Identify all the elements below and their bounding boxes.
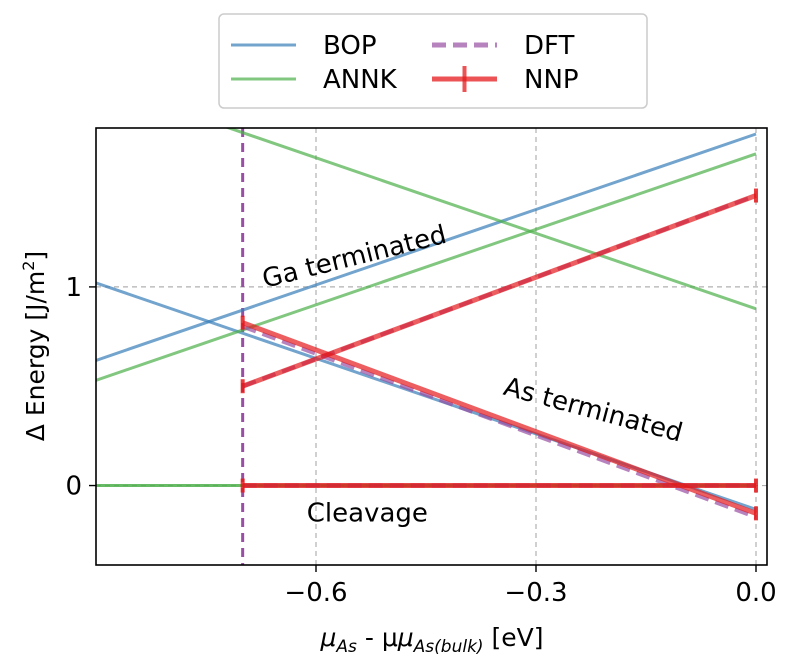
x-tick-label: −0.3	[504, 578, 567, 608]
series-annk-as-terminated	[224, 128, 757, 311]
series-layer	[96, 128, 758, 565]
legend-box	[218, 13, 648, 109]
x-tick-label: 0.0	[735, 578, 776, 608]
legend-annk-label: ANNK	[323, 65, 398, 95]
y-tick-label: 1	[65, 273, 82, 303]
series-dft-as-terminated	[242, 324, 757, 520]
legend-dft-label: DFT	[524, 31, 575, 61]
plot-frame	[95, 127, 768, 566]
legend-bop-label: BOP	[323, 31, 377, 61]
annotation-as-terminated: As terminated	[500, 372, 685, 449]
x-tick-label: −0.6	[284, 578, 347, 608]
series-annk-ga-terminated	[96, 152, 757, 382]
legend: BOP ANNK DFT NNP	[218, 13, 648, 109]
series-nnp-as-terminated	[241, 320, 757, 516]
y-axis-label: Δ Energy [J/m2]	[19, 251, 50, 441]
axis-ticks: −0.6 −0.3 0.0 0 1	[65, 273, 776, 608]
annotation-ga-terminated: Ga terminated	[259, 220, 449, 295]
series-nnp-ga-terminated	[241, 193, 757, 389]
annotation-layer: Ga terminated As terminated Cleavage	[259, 220, 685, 528]
y-tick-label: 0	[65, 472, 82, 502]
x-axis-label: μAs - μμAs(bulk) [eV]	[320, 623, 544, 657]
legend-nnp-label: NNP	[524, 65, 579, 95]
series-bop-ga-terminated	[96, 132, 757, 362]
annotation-cleavage: Cleavage	[307, 498, 428, 528]
